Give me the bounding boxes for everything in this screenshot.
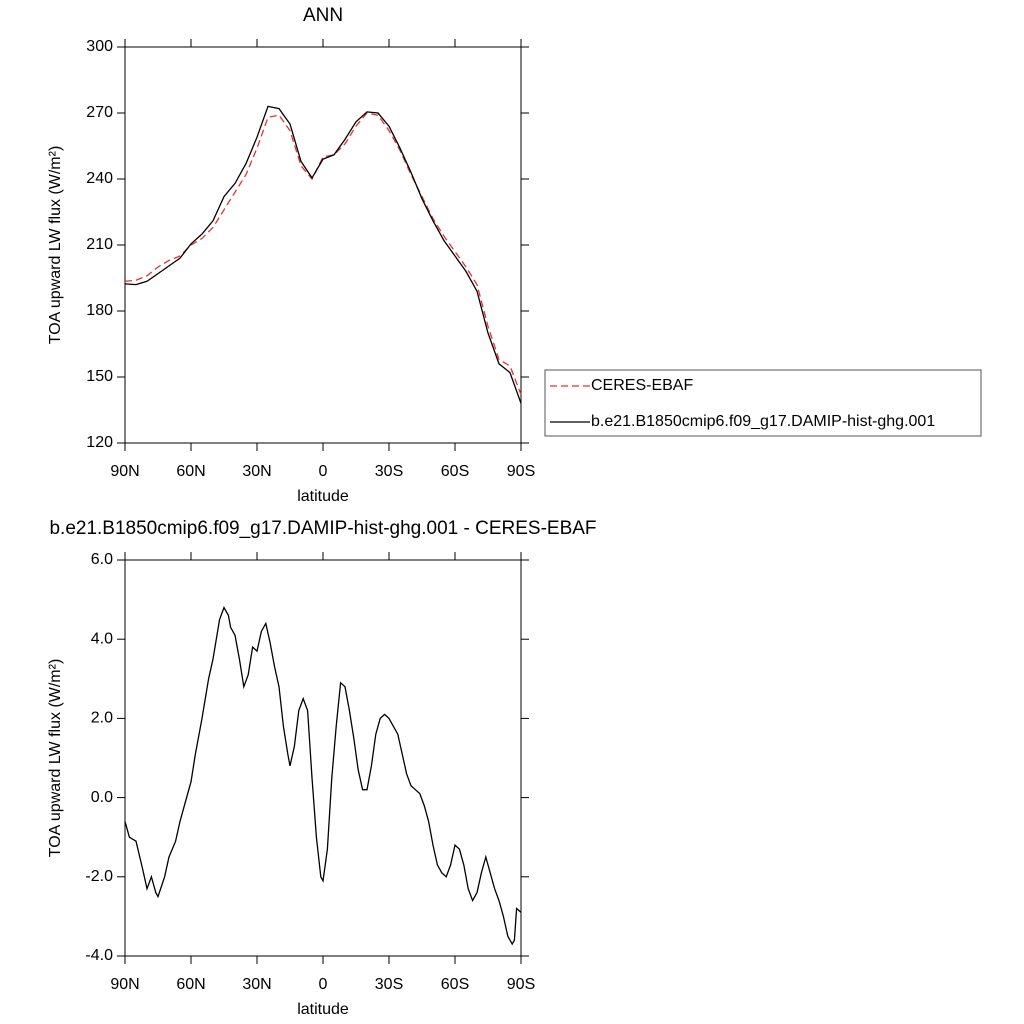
chart-title: b.e21.B1850cmip6.f09_g17.DAMIP-hist-ghg.… bbox=[49, 518, 596, 539]
y-tick-label: 4.0 bbox=[91, 630, 113, 647]
x-tick-label: 30N bbox=[242, 976, 271, 993]
y-tick-label: 0.0 bbox=[91, 789, 113, 806]
x-tick-label: 60S bbox=[441, 463, 469, 480]
y-tick-label: -4.0 bbox=[85, 947, 113, 964]
data-line bbox=[124, 112, 522, 395]
x-tick-label: 90N bbox=[110, 463, 139, 480]
x-tick-label: 90S bbox=[507, 976, 535, 993]
x-tick-label: 30S bbox=[375, 463, 403, 480]
y-tick-label: 150 bbox=[86, 368, 113, 385]
x-tick-label: 60N bbox=[176, 976, 205, 993]
legend-label: CERES-EBAF bbox=[591, 377, 693, 394]
legend-label: b.e21.B1850cmip6.f09_g17.DAMIP-hist-ghg.… bbox=[591, 413, 935, 430]
legend: CERES-EBAF b.e21.B1850cmip6.f09_g17.DAMIP… bbox=[544, 369, 982, 437]
x-axis-label: latitude bbox=[297, 488, 349, 505]
y-tick-label: 270 bbox=[86, 104, 113, 121]
data-line bbox=[124, 605, 522, 946]
x-tick-label: 90S bbox=[507, 463, 535, 480]
x-tick-label: 0 bbox=[319, 976, 328, 993]
x-tick-label: 90N bbox=[110, 976, 139, 993]
legend-box bbox=[544, 369, 982, 437]
y-axis-label: TOA upward LW flux (W/m²) bbox=[47, 146, 64, 345]
y-tick-label: 2.0 bbox=[91, 710, 113, 727]
chart-title: ANN bbox=[303, 5, 343, 26]
y-tick-label: 300 bbox=[86, 38, 113, 55]
y-tick-label: -2.0 bbox=[85, 868, 113, 885]
y-tick-label: 210 bbox=[86, 236, 113, 253]
plot-frame bbox=[124, 559, 522, 957]
y-tick-label: 6.0 bbox=[91, 551, 113, 568]
x-tick-label: 30N bbox=[242, 463, 271, 480]
x-tick-label: 30S bbox=[375, 976, 403, 993]
y-tick-label: 180 bbox=[86, 302, 113, 319]
x-axis-label: latitude bbox=[297, 1001, 349, 1018]
plot-frame bbox=[124, 46, 522, 444]
x-tick-label: 60S bbox=[441, 976, 469, 993]
y-tick-label: 120 bbox=[86, 434, 113, 451]
y-tick-label: 240 bbox=[86, 170, 113, 187]
data-line bbox=[124, 105, 522, 404]
x-tick-label: 60N bbox=[176, 463, 205, 480]
x-tick-label: 0 bbox=[319, 463, 328, 480]
y-axis-label: TOA upward LW flux (W/m²) bbox=[47, 659, 64, 858]
